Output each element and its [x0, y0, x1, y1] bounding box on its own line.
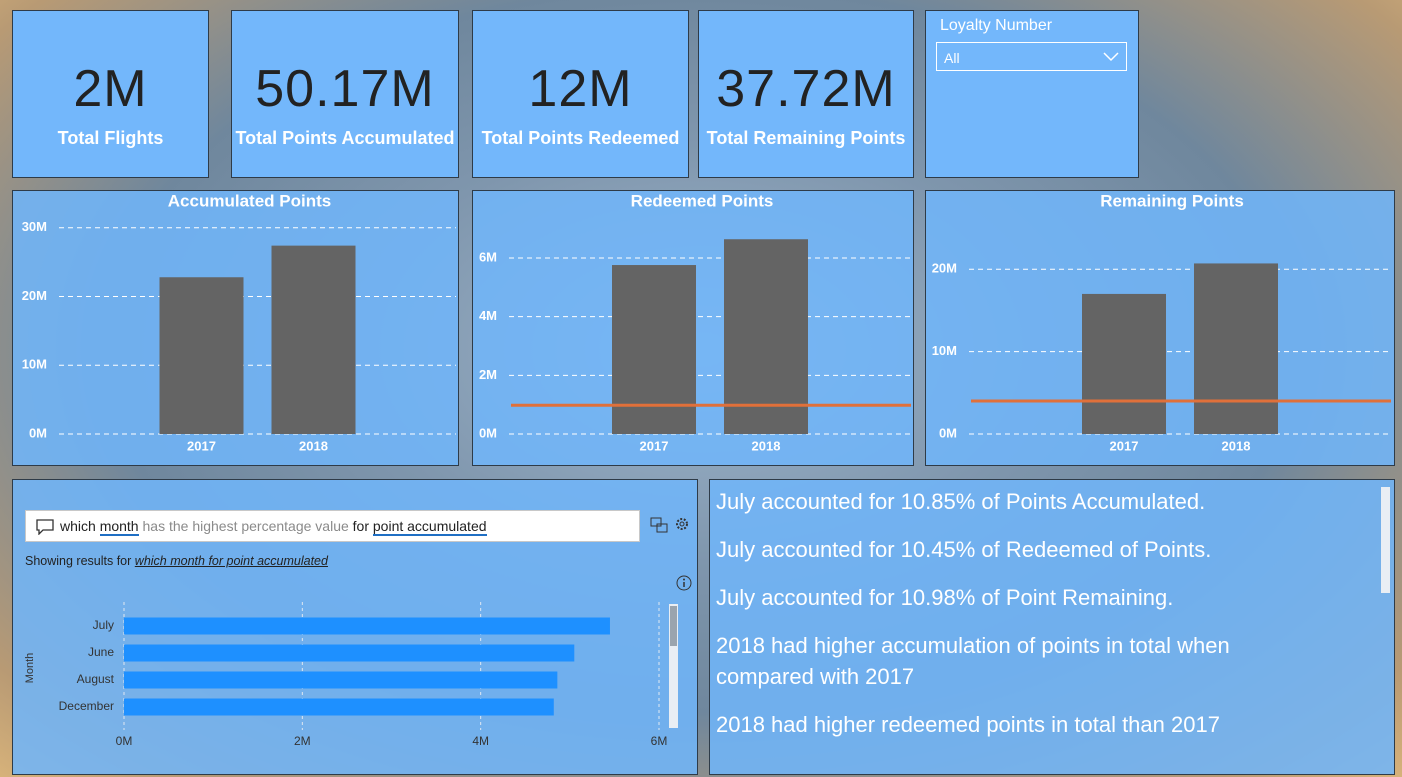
y-tick-label: 10M — [932, 343, 957, 358]
x-tick-label: 2M — [294, 734, 311, 748]
slicer-title: Loyalty Number — [940, 17, 1053, 34]
chart-panel: Remaining Points 0M 10M 20M 2017 2018 — [925, 190, 1395, 466]
bar[interactable] — [124, 617, 610, 635]
chart-title: Redeemed Points — [631, 191, 774, 210]
x-tick-label: 2018 — [752, 438, 781, 453]
bar[interactable] — [124, 644, 575, 662]
column-chart: Redeemed Points 0M 2M 4M 6M 2017 2018 — [479, 191, 911, 453]
y-tick-label: 10M — [22, 357, 47, 372]
y-tick-label: July — [93, 618, 114, 632]
kpi-value: 50.17M — [255, 60, 435, 118]
kpi-value: 37.72M — [716, 60, 896, 118]
qa-chart: 0M 2M 4M 6M July June August December Month — [24, 602, 678, 748]
kpi-label: Total Flights — [57, 128, 164, 148]
query-segment: for — [352, 518, 369, 534]
y-tick-label: 0M — [479, 425, 497, 440]
column-chart: Accumulated Points 0M 10M 20M 30M 2017 2018 — [22, 191, 456, 453]
bar[interactable] — [724, 239, 808, 434]
kpi-card: 37.72M Total Remaining Points — [698, 10, 914, 178]
kpi-label: Total Remaining Points — [706, 128, 906, 148]
dropdown[interactable]: All — [936, 42, 1127, 71]
qa-input[interactable]: which month has the highest percentage v… — [25, 510, 640, 542]
y-tick-label: 20M — [22, 288, 47, 303]
kpi-label: Total Points Accumulated — [235, 128, 455, 148]
bar[interactable] — [124, 698, 554, 716]
y-tick-label: 6M — [479, 249, 497, 264]
dropdown-value: All — [944, 50, 960, 66]
showing-results: Showing results for which month for poin… — [25, 554, 328, 568]
query-segment: has the highest percentage value — [142, 518, 349, 534]
x-tick-label: 4M — [472, 734, 489, 748]
insights-panel: July accounted for 10.85% of Points Accu… — [709, 479, 1395, 775]
slicer: Loyalty Number All — [925, 10, 1139, 178]
kpi-value: 2M — [73, 60, 148, 118]
x-tick-label: 2017 — [1110, 438, 1139, 453]
chart-panel: Accumulated Points 0M 10M 20M 30M 2017 2018 — [12, 190, 459, 466]
bar[interactable] — [1194, 263, 1278, 434]
query-segment: point accumulated — [372, 518, 487, 536]
y-tick-label: 0M — [29, 425, 47, 440]
info-icon[interactable] — [676, 575, 692, 591]
showing-prefix: Showing results for — [25, 554, 132, 568]
kpi-value: 12M — [528, 60, 633, 118]
y-tick-label: 20M — [932, 261, 957, 276]
bar[interactable] — [124, 671, 558, 689]
qa-panel: which month has the highest percentage v… — [12, 479, 698, 775]
column-chart: Remaining Points 0M 10M 20M 2017 2018 — [932, 191, 1391, 453]
y-tick-label: December — [59, 699, 114, 713]
scrollbar-track — [669, 604, 678, 728]
insight: July accounted for 10.45% of Redeemed of… — [716, 537, 1212, 562]
bar[interactable] — [271, 245, 356, 434]
y-axis-title: Month — [24, 653, 36, 684]
y-tick-label: 2M — [479, 367, 497, 382]
kpi-label: Total Points Redeemed — [481, 128, 680, 148]
y-tick-label: 30M — [22, 219, 47, 234]
kpi-card: 12M Total Points Redeemed — [472, 10, 689, 178]
x-tick-label: 2017 — [187, 438, 216, 453]
query-segment: month — [99, 518, 139, 536]
x-tick-label: 2018 — [299, 438, 328, 453]
kpi-card: 2M Total Flights — [12, 10, 209, 178]
chart-title: Accumulated Points — [168, 191, 331, 210]
query-segment: which — [60, 518, 96, 534]
x-tick-label: 6M — [651, 734, 668, 748]
chat-icon — [36, 519, 54, 535]
insight: July accounted for 10.85% of Points Accu… — [716, 489, 1206, 514]
x-tick-label: 2018 — [1222, 438, 1251, 453]
chart-title: Remaining Points — [1100, 191, 1244, 210]
insight: 2018 had higher redeemed points in total… — [716, 712, 1220, 737]
bar[interactable] — [1082, 293, 1166, 434]
showing-query[interactable]: which month for point accumulated — [134, 554, 328, 568]
insight: 2018 had higher accumulation of points i… — [716, 633, 1230, 689]
kpi-card: 50.17M Total Points Accumulated — [231, 10, 459, 178]
bar[interactable] — [612, 265, 696, 434]
x-tick-label: 2017 — [640, 438, 669, 453]
x-tick-label: 0M — [116, 734, 133, 748]
scrollbar-thumb[interactable] — [670, 606, 677, 646]
insight: July accounted for 10.98% of Point Remai… — [716, 585, 1174, 610]
y-tick-label: August — [77, 672, 115, 686]
settings-icon[interactable] — [674, 516, 690, 532]
y-tick-label: June — [88, 645, 114, 659]
share-icon[interactable] — [650, 517, 668, 533]
insights: July accounted for 10.85% of Points Accu… — [716, 486, 1316, 757]
chart-panel: Redeemed Points 0M 2M 4M 6M 2017 2018 — [472, 190, 914, 466]
y-tick-label: 4M — [479, 308, 497, 323]
scrollbar[interactable] — [1381, 487, 1390, 593]
chevron — [1103, 52, 1119, 62]
y-tick-label: 0M — [939, 425, 957, 440]
bar[interactable] — [159, 277, 244, 434]
